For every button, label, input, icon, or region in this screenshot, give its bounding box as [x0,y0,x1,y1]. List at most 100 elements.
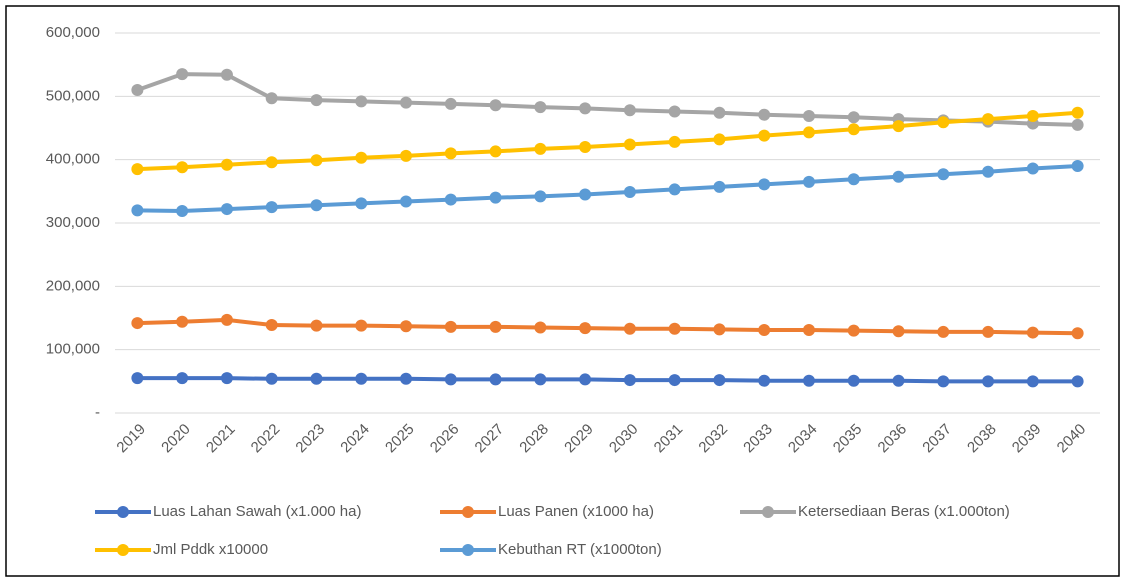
point [489,99,502,112]
point [668,105,681,118]
point [758,324,771,337]
point [355,151,368,164]
point [131,204,144,217]
point [534,321,547,334]
point [982,165,995,178]
point [265,92,278,105]
point [400,96,413,109]
chart-border [5,5,1120,577]
point [176,204,189,217]
point [489,191,502,204]
point [1071,118,1084,131]
point [623,104,636,117]
point [713,323,726,336]
point [623,138,636,151]
legend-label: Luas Lahan Sawah (x1.000 ha) [153,503,361,520]
point [758,374,771,387]
y-tick-label: - [95,404,100,421]
point [444,373,457,386]
point [892,325,905,338]
point [176,68,189,81]
point [444,97,457,110]
point [1071,106,1084,119]
legend-marker [762,506,774,518]
y-tick-label: 600,000 [46,24,100,41]
point [355,95,368,108]
point [489,145,502,158]
point [892,120,905,133]
point [847,173,860,186]
series-line [136,72,1078,127]
point [847,111,860,124]
point [937,325,950,338]
point [131,84,144,96]
point [310,94,323,107]
point [579,322,592,335]
series-line [137,376,1078,384]
legend-label: Jml Pddk x10000 [153,541,268,558]
point [265,201,278,214]
legend-label: Kebuthan RT (x1000ton) [498,541,662,558]
point [444,193,457,206]
point [534,373,547,386]
point [131,317,144,330]
point [713,133,726,146]
point [668,183,681,196]
point [265,372,278,385]
point [265,318,278,331]
point [1026,109,1039,122]
point [444,320,457,333]
point [802,374,815,387]
point [444,147,457,160]
point [802,175,815,188]
point [982,113,995,126]
point [713,180,726,193]
y-tick-label: 300,000 [46,214,100,231]
point [310,199,323,212]
point [758,129,771,142]
series-line [137,110,1078,172]
point [220,68,233,81]
point [534,142,547,155]
point [131,372,144,385]
point [355,319,368,332]
point [1071,327,1084,340]
point [758,178,771,191]
point [847,324,860,337]
point [892,374,905,387]
point [937,168,950,181]
point [1026,375,1039,388]
series-line [137,317,1078,336]
point [982,325,995,338]
legend-label: Luas Panen (x1000 ha) [498,503,654,520]
point [220,313,233,326]
point [220,203,233,216]
series-line [137,164,1078,213]
point [534,190,547,203]
point [802,126,815,139]
point [1071,160,1084,172]
point [579,102,592,115]
point [176,372,189,385]
point [758,108,771,121]
point [400,149,413,162]
point [847,374,860,387]
point [802,324,815,337]
y-tick-label: 100,000 [46,341,100,358]
point [1071,375,1084,388]
point [355,197,368,210]
point [982,375,995,388]
point [937,375,950,388]
y-tick-label: 400,000 [46,151,100,168]
point [1026,326,1039,339]
point [937,116,950,129]
point [579,188,592,201]
point [713,106,726,119]
legend-marker [117,544,129,556]
point [892,170,905,183]
point [400,372,413,385]
point [623,374,636,387]
point [220,158,233,171]
legend-label: Ketersediaan Beras (x1.000ton) [798,503,1010,520]
point [489,373,502,386]
